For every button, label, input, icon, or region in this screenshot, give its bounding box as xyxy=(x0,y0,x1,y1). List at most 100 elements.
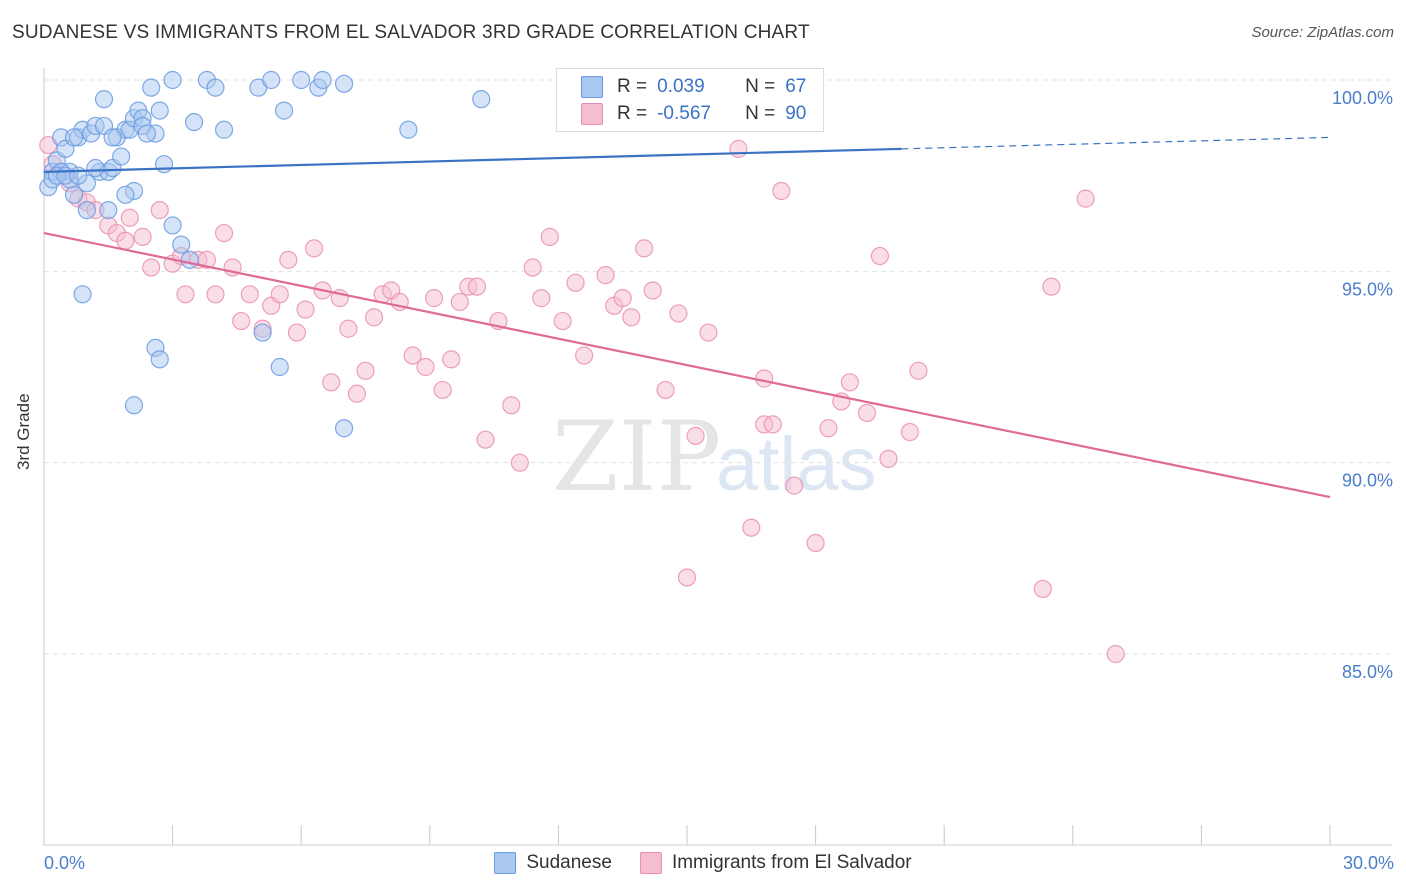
sudanese-point xyxy=(64,128,84,147)
sudanese-point xyxy=(274,101,294,120)
sudanese-point xyxy=(270,357,289,377)
salvador-point xyxy=(502,396,521,415)
r-label: R = xyxy=(617,76,648,97)
salvador-point xyxy=(686,426,705,445)
salvador-point xyxy=(1033,579,1052,599)
salvador-point xyxy=(416,357,435,377)
sudanese-point xyxy=(116,185,135,204)
sudanese-point xyxy=(292,70,311,90)
axes xyxy=(43,68,1392,846)
sudanese-point xyxy=(472,90,491,109)
sudanese-point xyxy=(124,396,144,415)
sudanese-swatch xyxy=(581,76,603,98)
sudanese-point xyxy=(94,90,114,109)
r-value: -0.567 xyxy=(657,103,711,124)
salvador-point xyxy=(613,289,632,308)
sudanese-point xyxy=(253,323,272,342)
salvador-point xyxy=(1106,644,1125,664)
legend-item-salvador: Immigrants from El Salvador xyxy=(639,852,912,874)
salvador-point xyxy=(214,223,234,243)
salvador-point xyxy=(553,311,572,331)
salvador-point xyxy=(909,361,928,380)
legend-item-sudanese: Sudanese xyxy=(494,852,612,874)
y-tick-label: 95.0% xyxy=(1342,279,1393,299)
series-salvador-points xyxy=(39,135,1125,664)
salvador-point xyxy=(870,246,890,266)
salvador-point xyxy=(819,419,838,438)
salvador-point xyxy=(900,422,920,442)
sudanese-trend-line xyxy=(43,147,902,173)
watermark-zip: ZIP xyxy=(552,401,721,513)
sudanese-point xyxy=(334,419,354,438)
sudanese-point xyxy=(77,201,96,220)
legend-label-salvador: Immigrants from El Salvador xyxy=(671,852,912,873)
salvador-point xyxy=(510,453,529,472)
salvador-point xyxy=(150,201,169,220)
sudanese-point xyxy=(313,70,332,90)
sudanese-swatch xyxy=(494,852,517,874)
salvador-point xyxy=(347,384,367,403)
salvador-point xyxy=(879,449,898,468)
salvador-point xyxy=(476,430,495,449)
n-label: N = xyxy=(745,103,776,124)
salvador-point xyxy=(206,285,225,304)
salvador-point xyxy=(450,292,469,312)
legend-row-salvador: R = -0.567 N = 90 xyxy=(581,101,806,127)
salvador-point xyxy=(304,239,324,258)
tick-labels: 100.0% 95.0% 90.0% 85.0% 0.0% 30.0% xyxy=(44,88,1394,873)
salvador-point xyxy=(566,273,585,292)
n-value: 67 xyxy=(785,76,807,97)
salvador-point xyxy=(232,311,251,331)
salvador-point xyxy=(339,319,358,338)
salvador-point xyxy=(635,239,654,258)
salvador-point xyxy=(540,227,559,246)
y-tick-label: 90.0% xyxy=(1342,471,1393,491)
salvador-point xyxy=(532,289,551,308)
salvador-point xyxy=(523,258,542,277)
sudanese-point xyxy=(214,120,234,139)
sudanese-point xyxy=(150,350,169,369)
salvador-point xyxy=(142,258,161,277)
salvador-point xyxy=(575,346,594,365)
source-label: Source: ZipAtlas.com xyxy=(1251,24,1394,41)
sudanese-point xyxy=(206,78,225,97)
salvador-point xyxy=(622,308,641,327)
salvador-point xyxy=(643,281,662,300)
salvador-point xyxy=(356,361,375,380)
salvador-point xyxy=(857,403,877,423)
sudanese-point xyxy=(334,74,354,93)
salvador-point xyxy=(755,369,774,388)
salvador-point xyxy=(729,139,748,158)
legend-row-sudanese: R = 0.039 N = 67 xyxy=(581,74,806,100)
correlation-legend: R = 0.039 N = 67 R = -0.567 N = 90 xyxy=(556,68,824,132)
salvador-swatch xyxy=(581,103,603,125)
salvador-point xyxy=(763,415,782,434)
sudanese-point xyxy=(154,155,174,174)
sudanese-point xyxy=(172,235,191,254)
chart-title: SUDANESE VS IMMIGRANTS FROM EL SALVADOR … xyxy=(12,22,810,43)
series-sudanese-points xyxy=(39,70,491,438)
salvador-point xyxy=(677,568,697,587)
sudanese-point xyxy=(86,158,105,178)
salvador-point xyxy=(669,304,688,323)
salvador-point xyxy=(442,350,461,369)
salvador-point xyxy=(772,181,791,201)
salvador-point xyxy=(806,533,825,553)
n-value: 90 xyxy=(785,103,807,124)
salvador-point xyxy=(467,277,487,296)
salvador-point xyxy=(424,289,444,308)
sudanese-point xyxy=(112,147,131,166)
sudanese-point xyxy=(99,201,118,220)
salvador-point xyxy=(1042,277,1061,296)
salvador-point xyxy=(433,380,452,400)
salvador-point xyxy=(322,373,341,392)
x-tick-label: 30.0% xyxy=(1343,853,1394,873)
salvador-point xyxy=(785,476,804,495)
salvador-trend-line xyxy=(43,231,1331,499)
x-tick-label: 0.0% xyxy=(44,853,85,873)
sudanese-point xyxy=(150,101,169,120)
sudanese-trend-extension xyxy=(901,136,1331,150)
sudanese-point xyxy=(180,250,199,269)
sudanese-point xyxy=(142,78,161,97)
